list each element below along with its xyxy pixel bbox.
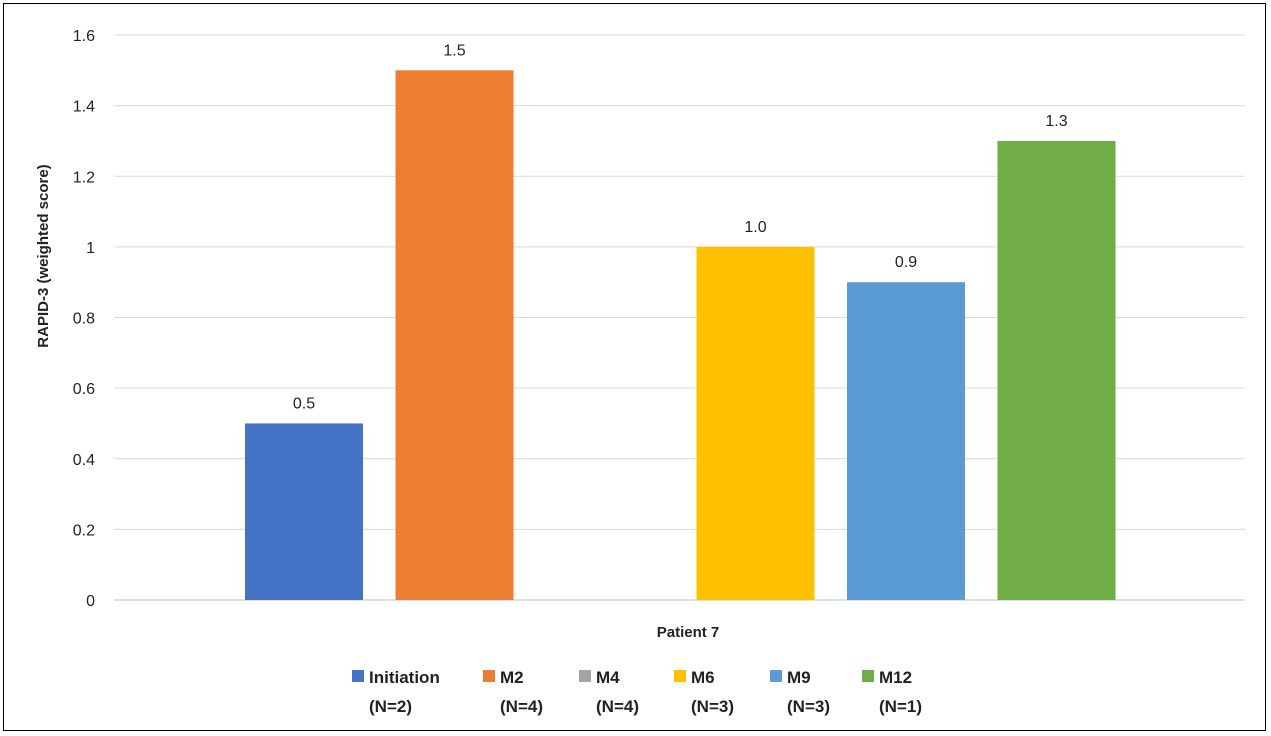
legend: Initiation (N=2) M2 (N=4) M4 (N=4) M6 (N=3) M9 (N… bbox=[352, 668, 922, 716]
data-label-m12: 1.3 bbox=[1045, 113, 1067, 130]
legend-sub-m2: (N=4) bbox=[500, 697, 543, 716]
y-tick-label: 0.4 bbox=[73, 452, 95, 469]
legend-sub-m4: (N=4) bbox=[596, 697, 639, 716]
data-label-m6: 1.0 bbox=[744, 219, 766, 236]
legend-swatch-m4 bbox=[579, 670, 591, 682]
legend-swatch-m2 bbox=[483, 670, 495, 682]
y-tick-label: 1.6 bbox=[73, 28, 95, 45]
data-label-m2: 1.5 bbox=[443, 42, 465, 59]
y-tick-label: 1.4 bbox=[73, 99, 95, 116]
legend-swatch-m9 bbox=[770, 670, 782, 682]
data-labels: 0.5 1.5 1.0 0.9 1.3 bbox=[293, 42, 1068, 412]
data-label-m9: 0.9 bbox=[895, 254, 917, 271]
bar-m9 bbox=[847, 282, 965, 600]
legend-swatch-initiation bbox=[352, 670, 364, 682]
legend-label-m6: M6 bbox=[691, 668, 715, 687]
y-tick-label: 0 bbox=[86, 593, 95, 610]
legend-sub-m9: (N=3) bbox=[787, 697, 830, 716]
x-axis-label: Patient 7 bbox=[657, 624, 720, 641]
legend-label-m2: M2 bbox=[500, 668, 524, 687]
y-tick-label: 0.8 bbox=[73, 311, 95, 328]
bar-initiation bbox=[245, 423, 363, 600]
bar-m12 bbox=[997, 140, 1116, 600]
legend-sub-initiation: (N=2) bbox=[369, 697, 412, 716]
y-tick-label: 1.2 bbox=[73, 169, 95, 186]
legend-label-m4: M4 bbox=[596, 668, 620, 687]
legend-sub-m12: (N=1) bbox=[879, 697, 922, 716]
y-axis-ticks: 0 0.2 0.4 0.6 0.8 1 1.2 1.4 1.6 bbox=[73, 28, 95, 610]
legend-label-m12: M12 bbox=[879, 668, 912, 687]
bar-m6 bbox=[696, 246, 815, 600]
legend-swatch-m6 bbox=[674, 670, 686, 682]
legend-label-initiation: Initiation bbox=[369, 668, 440, 687]
y-axis-label: RAPID-3 (weighted score) bbox=[35, 164, 52, 347]
data-label-initiation: 0.5 bbox=[293, 395, 315, 412]
bar-m2 bbox=[395, 70, 514, 600]
legend-label-m9: M9 bbox=[787, 668, 811, 687]
y-tick-label: 0.2 bbox=[73, 522, 95, 539]
legend-swatch-m12 bbox=[862, 670, 874, 682]
bars bbox=[245, 70, 1116, 600]
legend-sub-m6: (N=3) bbox=[691, 697, 734, 716]
y-tick-label: 1 bbox=[86, 240, 95, 257]
y-tick-label: 0.6 bbox=[73, 381, 95, 398]
